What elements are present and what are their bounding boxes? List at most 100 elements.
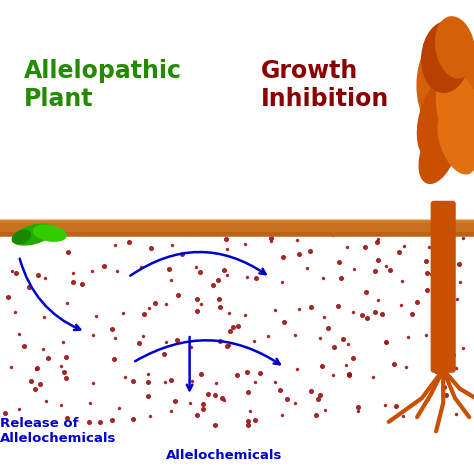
Point xyxy=(27,377,34,384)
Ellipse shape xyxy=(436,17,474,78)
Point xyxy=(229,323,237,331)
Point xyxy=(234,322,241,329)
Point xyxy=(194,411,201,419)
Point xyxy=(220,266,228,273)
Point xyxy=(438,313,446,320)
Ellipse shape xyxy=(419,120,458,183)
Point xyxy=(296,250,303,258)
Point xyxy=(108,416,116,424)
Text: Allelopathic
Plant: Allelopathic Plant xyxy=(24,59,182,111)
Point xyxy=(63,414,71,422)
Point xyxy=(96,419,104,426)
Point xyxy=(408,310,415,318)
Point xyxy=(12,270,20,277)
Point xyxy=(173,336,181,344)
Point xyxy=(222,236,229,243)
Point xyxy=(244,421,252,429)
Point xyxy=(216,303,224,311)
Point xyxy=(253,274,260,282)
Point xyxy=(337,274,345,282)
Point xyxy=(4,293,12,301)
Point xyxy=(216,337,224,345)
Point xyxy=(223,342,230,349)
Point xyxy=(346,370,353,378)
Ellipse shape xyxy=(12,230,30,244)
Point xyxy=(62,353,69,360)
Point xyxy=(244,368,251,376)
Ellipse shape xyxy=(33,225,66,241)
Ellipse shape xyxy=(422,21,469,92)
Point xyxy=(178,250,185,258)
Point xyxy=(395,249,402,256)
Point xyxy=(63,374,70,382)
Point xyxy=(374,256,382,264)
Point xyxy=(194,295,201,303)
Point xyxy=(165,265,173,273)
Point xyxy=(267,235,274,242)
Point xyxy=(197,370,205,378)
Point xyxy=(174,291,182,298)
Point xyxy=(147,245,155,252)
Point xyxy=(227,328,234,335)
Point xyxy=(20,342,27,350)
Point xyxy=(306,247,314,255)
Point xyxy=(140,310,148,318)
Point xyxy=(129,415,137,423)
Point xyxy=(345,371,353,379)
Point xyxy=(371,268,379,275)
Point xyxy=(214,276,222,284)
Point xyxy=(218,394,226,402)
Point xyxy=(317,391,324,398)
Point xyxy=(276,386,284,394)
Point xyxy=(129,377,137,384)
Point xyxy=(69,279,77,286)
Point xyxy=(434,297,441,304)
Point xyxy=(35,272,42,279)
Point xyxy=(449,351,457,359)
Text: Allelochemicals: Allelochemicals xyxy=(166,448,283,462)
Point xyxy=(423,286,431,294)
Point xyxy=(78,280,85,288)
Text: Release of
Allelochemicals: Release of Allelochemicals xyxy=(0,417,117,446)
Point xyxy=(455,260,463,268)
Text: Growth
Inhibition: Growth Inhibition xyxy=(261,59,389,111)
Point xyxy=(280,253,287,261)
Point xyxy=(256,369,264,377)
Point xyxy=(437,242,445,249)
Point xyxy=(318,363,326,370)
Point xyxy=(64,248,72,255)
Ellipse shape xyxy=(12,224,54,245)
Point xyxy=(251,417,259,424)
Ellipse shape xyxy=(438,110,474,174)
Point xyxy=(280,319,288,326)
Point xyxy=(358,311,365,319)
Point xyxy=(307,387,315,395)
Ellipse shape xyxy=(418,77,464,160)
Point xyxy=(383,338,390,346)
Point xyxy=(442,392,450,399)
Point xyxy=(349,354,357,362)
Point xyxy=(36,380,44,388)
Point xyxy=(339,335,347,343)
Point xyxy=(110,356,118,363)
Point xyxy=(211,421,219,428)
Point xyxy=(244,417,251,425)
Point xyxy=(32,385,39,393)
Point xyxy=(211,391,219,399)
Point xyxy=(200,405,207,413)
Point xyxy=(205,391,212,398)
Point xyxy=(171,397,179,405)
Point xyxy=(85,418,92,426)
Point xyxy=(26,283,33,291)
Point xyxy=(61,368,68,375)
Point xyxy=(44,355,51,362)
Point xyxy=(390,360,398,367)
Point xyxy=(33,365,41,372)
Point xyxy=(108,326,116,333)
Point xyxy=(413,298,421,306)
Point xyxy=(386,266,393,273)
Point xyxy=(445,321,452,329)
Point xyxy=(152,300,159,307)
Point xyxy=(440,383,447,391)
Point xyxy=(392,402,400,410)
